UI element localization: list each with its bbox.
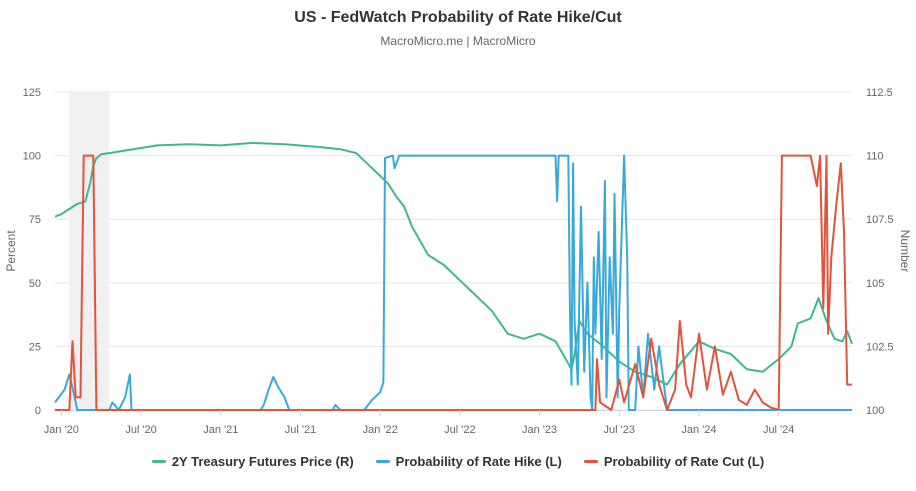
y-right-tick-label: 100 bbox=[866, 405, 884, 417]
x-tick-label: Jan '24 bbox=[681, 424, 716, 436]
y-left-tick-label: 125 bbox=[23, 87, 41, 99]
legend-label-treasury: 2Y Treasury Futures Price (R) bbox=[171, 454, 354, 469]
y-left-tick-label: 25 bbox=[29, 341, 41, 353]
x-tick-label: Jul '20 bbox=[125, 424, 156, 436]
x-tick-label: Jul '23 bbox=[604, 424, 635, 436]
x-tick-label: Jan '23 bbox=[522, 424, 557, 436]
x-tick-label: Jul '22 bbox=[444, 424, 475, 436]
recession-band bbox=[69, 92, 110, 410]
legend-label-cut: Probability of Rate Cut (L) bbox=[603, 454, 765, 469]
rate-cut-line[interactable] bbox=[55, 154, 852, 411]
x-tick-label: Jan '21 bbox=[203, 424, 238, 436]
legend-item-treasury[interactable]: 2Y Treasury Futures Price (R) bbox=[151, 454, 354, 469]
legend-label-hike: Probability of Rate Hike (L) bbox=[395, 454, 562, 469]
y-left-tick-label: 0 bbox=[35, 405, 41, 417]
y-left-tick-label: 75 bbox=[29, 214, 41, 226]
legend-item-cut[interactable]: Probability of Rate Cut (L) bbox=[583, 454, 765, 469]
y-axis-left-label: Percent bbox=[4, 230, 18, 272]
rate-hike-line[interactable] bbox=[54, 154, 852, 411]
legend-swatch-hike bbox=[375, 460, 390, 463]
chart-title: US - FedWatch Probability of Rate Hike/C… bbox=[294, 9, 622, 26]
y-right-tick-label: 110 bbox=[866, 151, 884, 163]
x-tick-label: Jan '22 bbox=[363, 424, 398, 436]
x-tick-label: Jan '20 bbox=[44, 424, 79, 436]
chart-subtitle: MacroMicro.me | MacroMicro bbox=[380, 34, 536, 48]
chart-legend: 2Y Treasury Futures Price (R) Probabilit… bbox=[0, 454, 916, 469]
legend-item-hike[interactable]: Probability of Rate Hike (L) bbox=[375, 454, 562, 469]
y-left-tick-label: 100 bbox=[23, 151, 41, 163]
treasury-futures-line[interactable] bbox=[54, 141, 853, 386]
x-tick-label: Jul '24 bbox=[763, 424, 794, 436]
y-right-tick-label: 107.5 bbox=[866, 214, 894, 226]
y-axis-right-label: Number bbox=[898, 230, 912, 273]
legend-swatch-treasury bbox=[151, 460, 166, 463]
legend-swatch-cut bbox=[583, 460, 598, 463]
y-left-tick-label: 50 bbox=[29, 278, 41, 290]
y-right-tick-label: 112.5 bbox=[866, 87, 893, 99]
y-right-tick-label: 105 bbox=[866, 278, 884, 290]
y-right-tick-label: 102.5 bbox=[866, 341, 894, 353]
x-tick-label: Jul '21 bbox=[285, 424, 316, 436]
